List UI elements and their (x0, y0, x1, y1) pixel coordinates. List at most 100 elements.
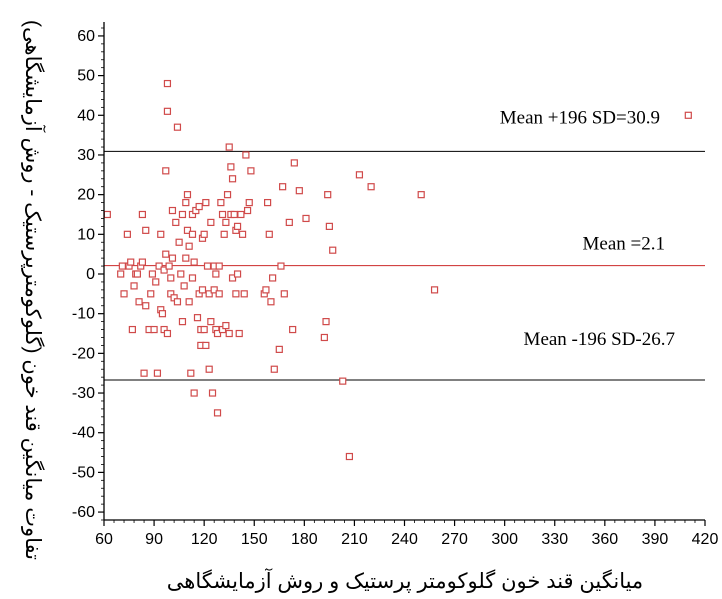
data-point (225, 143, 233, 151)
data-point (302, 214, 310, 223)
data-point (280, 290, 288, 298)
data-point (128, 325, 136, 334)
y-tick-label: -30 (72, 385, 95, 402)
data-point (213, 409, 222, 417)
data-point (223, 191, 232, 199)
data-point (325, 222, 333, 230)
data-point (208, 389, 217, 397)
data-point (277, 262, 285, 270)
x-tick-label: 210 (341, 531, 368, 548)
data-point (217, 198, 225, 207)
x-tick-label: 180 (291, 531, 318, 548)
data-point (215, 290, 223, 298)
data-point (142, 226, 150, 234)
data-point (150, 325, 158, 334)
x-tick-label: 420 (692, 531, 719, 548)
data-point (127, 258, 135, 266)
data-point (180, 282, 188, 290)
x-tick-label: 300 (491, 531, 518, 548)
data-point (207, 318, 215, 326)
data-point (243, 206, 252, 215)
data-point (222, 321, 230, 330)
data-point (242, 151, 250, 159)
data-point (245, 198, 253, 207)
data-point (430, 286, 439, 294)
data-point (267, 298, 275, 306)
data-point (157, 230, 165, 238)
x-tick-label: 240 (391, 531, 418, 548)
y-tick-label: -20 (72, 345, 95, 362)
data-point (175, 238, 183, 246)
data-point (237, 210, 245, 219)
y-tick-label: 0 (86, 266, 95, 283)
data-point (117, 270, 125, 278)
data-point (138, 210, 146, 219)
data-point (167, 274, 175, 282)
data-point (279, 183, 287, 191)
data-point (320, 333, 328, 342)
data-point (205, 365, 213, 373)
data-point (295, 187, 303, 195)
data-point (183, 191, 192, 199)
data-point (187, 369, 195, 377)
y-axis-title: تفاوت میانگین قند خون (گلوکومترپرستیک - … (21, 20, 46, 560)
data-point (162, 250, 170, 258)
reference-line-label-1: Mean =2.1 (583, 234, 665, 255)
data-point (168, 206, 177, 215)
data-point (185, 298, 193, 306)
data-point (233, 222, 242, 230)
data-point (207, 218, 215, 227)
data-point (183, 226, 192, 234)
data-point (188, 230, 197, 238)
data-point (178, 318, 187, 326)
data-point (158, 310, 167, 318)
x-tick-label: 60 (95, 531, 113, 548)
data-point (163, 79, 172, 88)
data-point (190, 389, 198, 397)
data-point (203, 262, 212, 270)
y-tick-label: -50 (72, 464, 95, 481)
data-point (140, 369, 148, 377)
data-point (163, 107, 172, 115)
data-point (160, 266, 168, 274)
data-point (270, 365, 278, 373)
y-tick-label: 50 (77, 68, 95, 85)
data-point (142, 302, 150, 310)
data-point (195, 202, 203, 211)
data-point (200, 230, 208, 238)
data-point (275, 345, 283, 353)
data-point (355, 171, 364, 179)
data-point (215, 262, 223, 270)
y-tick-label: 60 (77, 28, 95, 45)
x-tick-label: 390 (642, 531, 669, 548)
data-point (289, 325, 297, 334)
data-point (218, 210, 227, 219)
data-point (210, 286, 218, 294)
data-point (202, 341, 210, 350)
x-tick-label: 90 (145, 531, 163, 548)
data-point (138, 258, 146, 266)
data-point (417, 191, 425, 199)
data-point (103, 210, 111, 219)
data-point (220, 230, 228, 238)
data-point (147, 290, 155, 298)
data-point (123, 230, 131, 238)
data-point (202, 198, 210, 207)
x-tick-label: 150 (241, 531, 268, 548)
data-point (118, 262, 126, 270)
data-point (135, 298, 143, 306)
data-point (228, 274, 237, 282)
data-point (339, 377, 347, 385)
data-point (324, 191, 332, 199)
data-point (264, 198, 272, 207)
data-point (233, 270, 242, 278)
data-point (230, 210, 238, 219)
reference-line-labels: Mean +196 SD=30.9 Mean =2.1 Mean -196 SD-2… (500, 107, 675, 350)
data-point (148, 270, 157, 278)
data-point (235, 329, 243, 338)
data-point (205, 290, 213, 298)
data-point (227, 163, 235, 171)
y-tick-label: 30 (77, 147, 95, 164)
